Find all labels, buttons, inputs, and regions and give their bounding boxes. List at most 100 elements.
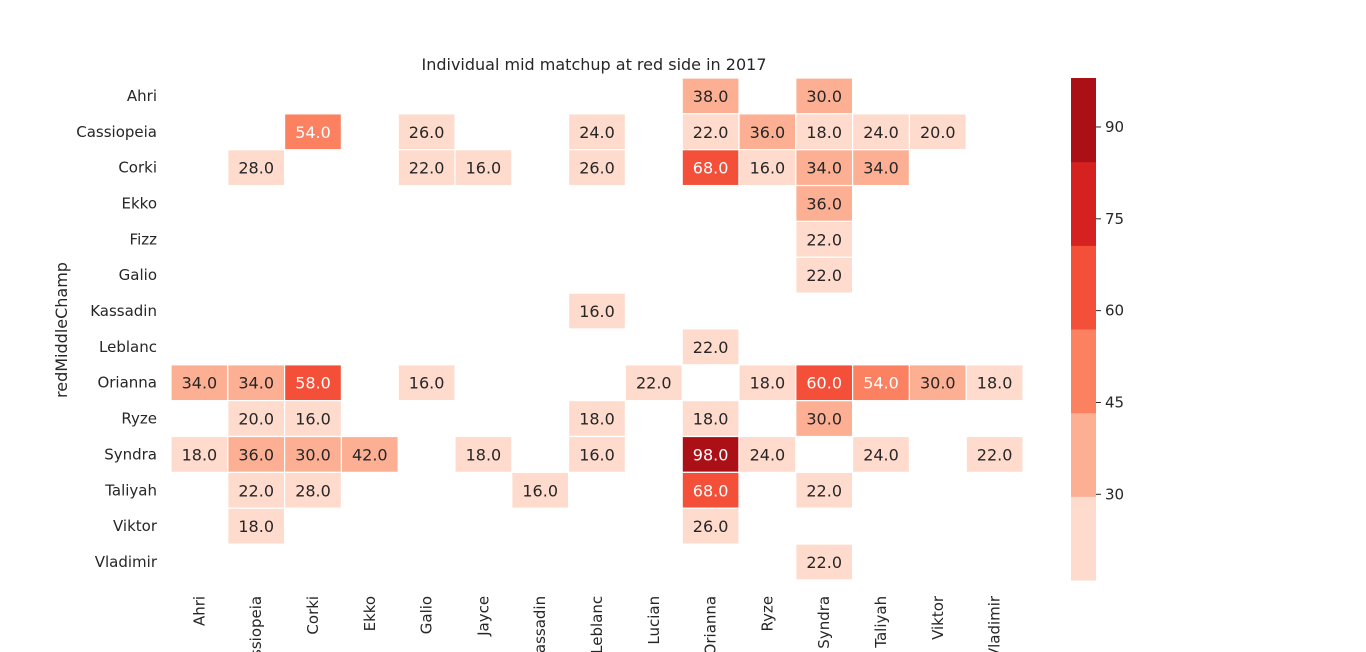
cell-value-label: 24.0 (750, 445, 786, 464)
cell-value-label: 24.0 (863, 123, 899, 142)
heatmap-cell (284, 113, 343, 151)
heatmap-cell (227, 471, 286, 509)
heatmap-cell (738, 149, 797, 187)
heatmap-cells: 38.0 30.0 54.0 26.0 24.0 22.0 36.0 18.0 24.0 20.0… (170, 77, 1024, 581)
colorbar-tick-label: 45 (1105, 393, 1124, 411)
cell-value-label: 22.0 (977, 445, 1013, 464)
heatmap-cell (397, 149, 456, 187)
x-tick-label: Galio (418, 596, 436, 634)
heatmap-cell (795, 220, 854, 258)
heatmap-cell (511, 471, 570, 509)
colorbar-segment (1071, 496, 1096, 581)
heatmap-cell (908, 113, 967, 151)
x-tick-label: Cassiopeia (247, 596, 265, 652)
cell-value-label: 36.0 (238, 445, 274, 464)
cell-value-label: 18.0 (750, 374, 786, 393)
cell-value-label: 20.0 (920, 123, 956, 142)
cell-value-label: 68.0 (693, 481, 729, 500)
y-tick-label: Vladimir (95, 553, 158, 571)
heatmap-cell (795, 256, 854, 294)
cell-value-label: 26.0 (409, 123, 445, 142)
y-tick-labels: Ahri Cassiopeia Corki Ekko Fizz Galio Kassadin… (76, 87, 158, 571)
x-tick-label: Ekko (361, 596, 379, 632)
x-tick-label: Corki (304, 596, 322, 635)
cell-value-label: 16.0 (750, 159, 786, 178)
y-axis-label: redMiddleChamp (52, 262, 71, 398)
x-tick-label: Ahri (190, 596, 208, 626)
x-tick-label: Taliyah (872, 596, 890, 649)
y-tick-label: Syndra (104, 445, 157, 463)
heatmap-cell (965, 364, 1024, 402)
cell-value-label: 24.0 (863, 445, 899, 464)
heatmap-cell (795, 471, 854, 509)
cell-value-label: 34.0 (182, 374, 218, 393)
heatmap-cell (851, 149, 910, 187)
x-tick-label: Viktor (929, 595, 947, 640)
heatmap-cell (965, 435, 1024, 473)
heatmap-cell (681, 471, 740, 509)
heatmap-cell (397, 113, 456, 151)
cell-value-label: 18.0 (238, 517, 274, 536)
cell-value-label: 34.0 (238, 374, 274, 393)
cell-value-label: 22.0 (806, 481, 842, 500)
y-tick-label: Galio (119, 266, 157, 284)
heatmap-cell (681, 435, 740, 473)
x-tick-label: Vladimir (986, 595, 1004, 652)
cell-value-label: 22.0 (806, 553, 842, 572)
y-tick-label: Fizz (130, 230, 158, 248)
heatmap-cell (567, 400, 626, 438)
cell-value-label: 18.0 (579, 410, 615, 429)
cell-value-label: 18.0 (693, 410, 729, 429)
cell-value-label: 28.0 (238, 159, 274, 178)
colorbar-tick-label: 60 (1105, 302, 1124, 320)
y-tick-label: Taliyah (104, 481, 157, 499)
colorbar-segment (1071, 245, 1096, 330)
y-tick-label: Ahri (127, 87, 157, 105)
cell-value-label: 16.0 (579, 302, 615, 321)
y-tick-label: Ekko (122, 194, 158, 212)
cell-value-label: 22.0 (409, 159, 445, 178)
cell-value-label: 18.0 (466, 445, 502, 464)
heatmap-cell (681, 113, 740, 151)
y-tick-label: Leblanc (99, 338, 157, 356)
heatmap-cell (738, 435, 797, 473)
cell-value-label: 58.0 (295, 374, 331, 393)
cell-value-label: 42.0 (352, 445, 388, 464)
x-tick-label: Leblanc (588, 596, 606, 652)
cell-value-label: 18.0 (977, 374, 1013, 393)
cell-value-label: 36.0 (806, 194, 842, 213)
cell-value-label: 30.0 (920, 374, 956, 393)
cell-value-label: 22.0 (806, 230, 842, 249)
heatmap-cell (795, 149, 854, 187)
heatmap-cell (738, 364, 797, 402)
heatmap-cell (227, 149, 286, 187)
heatmap-cell (340, 435, 399, 473)
x-tick-labels: Ahri Cassiopeia Corki Ekko Galio Jayce Kassadi… (190, 595, 1003, 652)
colorbar-segment (1071, 161, 1096, 246)
cell-value-label: 30.0 (806, 87, 842, 106)
cell-value-label: 68.0 (693, 159, 729, 178)
cell-value-label: 16.0 (466, 159, 502, 178)
y-tick-label: Viktor (113, 517, 158, 535)
y-tick-label: Corki (118, 159, 157, 177)
heatmap-cell (795, 113, 854, 151)
cell-value-label: 98.0 (693, 445, 729, 464)
cell-value-label: 54.0 (863, 374, 899, 393)
heatmap-cell (624, 364, 683, 402)
cell-value-label: 16.0 (522, 481, 558, 500)
colorbar-segment (1071, 329, 1096, 414)
heatmap-cell (681, 328, 740, 366)
x-tick-label: Syndra (815, 596, 833, 649)
x-tick-label: Jayce (474, 596, 492, 637)
y-tick-label: Kassadin (90, 302, 157, 320)
cell-value-label: 54.0 (295, 123, 331, 142)
cell-value-label: 30.0 (806, 410, 842, 429)
heatmap-cell (681, 400, 740, 438)
chart-title: Individual mid matchup at red side in 20… (422, 55, 767, 74)
colorbar-tick-label: 30 (1105, 485, 1124, 503)
heatmap-cell (397, 364, 456, 402)
cell-value-label: 34.0 (863, 159, 899, 178)
heatmap-cell (284, 364, 343, 402)
heatmap-cell (284, 471, 343, 509)
heatmap-cell (851, 364, 910, 402)
